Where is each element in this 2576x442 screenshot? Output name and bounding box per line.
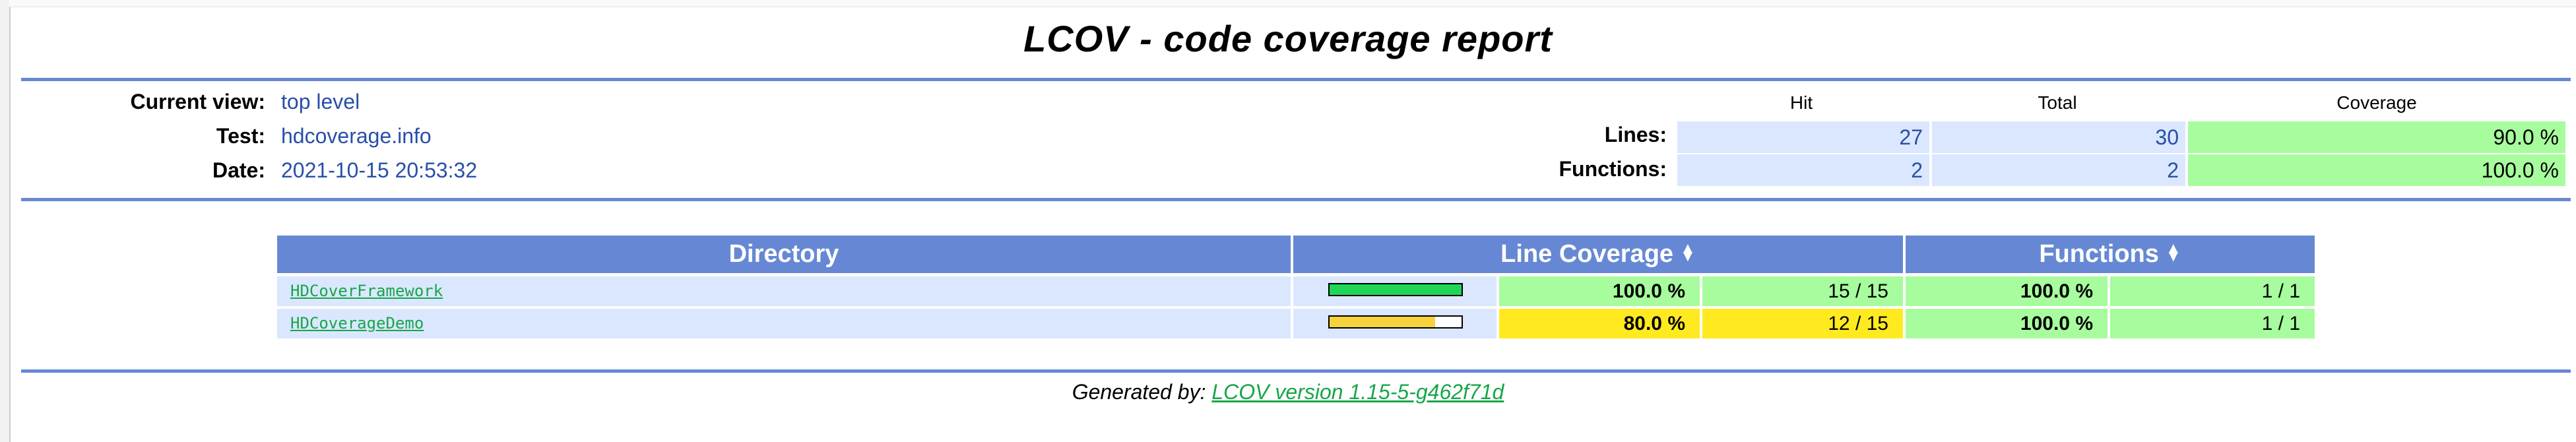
header-rule-top [21, 78, 2571, 81]
page-title: LCOV - code coverage report [1023, 18, 1553, 59]
sort-icon[interactable]: ▲ ▼ [2165, 239, 2181, 265]
footer-rule [21, 369, 2571, 373]
function-coverage-percent: 100.0 % [1906, 276, 2108, 306]
functions-column-header[interactable]: Functions ▲ ▼ [1906, 236, 2315, 273]
summary-lines-total: 30 [1932, 121, 2185, 153]
coverage-bar-cell [1293, 276, 1497, 306]
function-coverage-count: 1 / 1 [2110, 309, 2315, 338]
sort-icon[interactable]: ▲ ▼ [1680, 239, 1696, 265]
summary-hit-header: Hit [1789, 92, 1813, 113]
summary-coverage-header: Coverage [2336, 92, 2417, 113]
window-left-edge [0, 0, 11, 442]
line-coverage-column-header[interactable]: Line Coverage ▲ ▼ [1293, 236, 1903, 273]
generated-by-label: Generated by: [1072, 380, 1206, 404]
summary-lines-coverage: 90.0 % [2188, 121, 2565, 153]
summary-total-header: Total [2038, 92, 2077, 113]
function-coverage-count: 1 / 1 [2110, 276, 2315, 306]
summary-functions-hit: 2 [1677, 154, 1929, 186]
directory-link-hdcoverframework[interactable]: HDCoverFramework [277, 276, 1291, 306]
header-rule-bottom [21, 198, 2571, 201]
summary-lines-hit: 27 [1677, 121, 1929, 153]
functions-header-label: Functions [2039, 240, 2159, 268]
directory-header-label: Directory [728, 240, 839, 268]
line-coverage-percent: 100.0 % [1499, 276, 1700, 306]
summary-functions-label: Functions: [1559, 157, 1667, 181]
window-top-edge [9, 0, 2576, 7]
coverage-bar-cell [1293, 309, 1497, 338]
footer: Generated by: LCOV version 1.15-5-g462f7… [0, 380, 2576, 404]
summary-functions-total: 2 [1932, 154, 2185, 186]
sort-down-icon[interactable]: ▼ [1680, 247, 1696, 265]
directory-link-hdcoveragedemo[interactable]: HDCoverageDemo [277, 309, 1291, 338]
line-coverage-header-label: Line Coverage [1500, 240, 1674, 268]
coverage-bar [1328, 315, 1463, 329]
line-coverage-count: 12 / 15 [1702, 309, 1903, 338]
coverage-bar-fill [1330, 317, 1435, 327]
current-view-label: Current view: [130, 90, 265, 113]
coverage-bar-fill [1330, 284, 1462, 295]
sort-down-icon[interactable]: ▼ [2165, 247, 2181, 265]
line-coverage-count: 15 / 15 [1702, 276, 1903, 306]
summary-functions-coverage: 100.0 % [2188, 154, 2565, 186]
summary-lines-label: Lines: [1604, 123, 1667, 146]
test-value: hdcoverage.info [281, 124, 432, 148]
coverage-bar [1328, 283, 1463, 296]
test-label: Test: [216, 124, 265, 148]
function-coverage-percent: 100.0 % [1906, 309, 2108, 338]
directory-column-header[interactable]: Directory [277, 236, 1291, 273]
date-label: Date: [212, 158, 265, 182]
current-view-link[interactable]: top level [281, 90, 360, 113]
line-coverage-percent: 80.0 % [1499, 309, 1700, 338]
date-value: 2021-10-15 20:53:32 [281, 158, 478, 182]
lcov-version-link[interactable]: LCOV version 1.15-5-g462f71d [1211, 380, 1504, 404]
